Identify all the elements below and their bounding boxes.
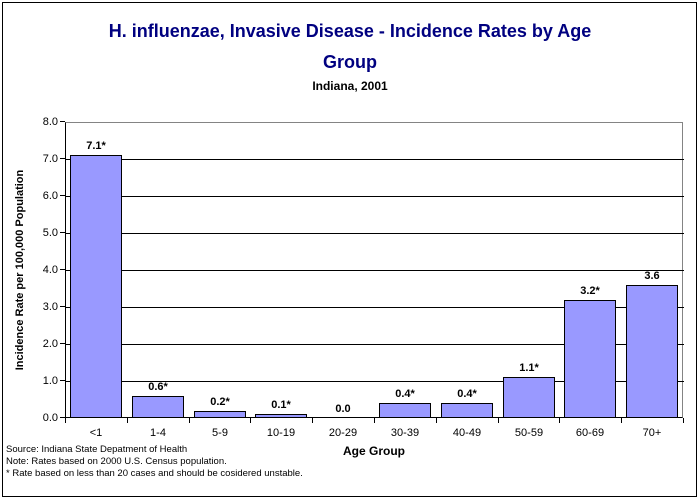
- bar-<1: [70, 155, 122, 418]
- y-tick-label: 3.0: [42, 301, 58, 313]
- y-tick-label: 1.0: [42, 375, 58, 387]
- bar-60-69: [564, 300, 616, 418]
- bar-value-label: 0.0: [335, 403, 351, 415]
- bar-value-label: 3.6: [644, 270, 660, 282]
- chart-title-block: H. influenzae, Invasive Disease - Incide…: [0, 16, 700, 94]
- bar-10-19: [255, 414, 307, 418]
- x-tick-label: 50-59: [514, 427, 544, 439]
- x-tick-mark: [559, 418, 560, 423]
- bar-50-59: [503, 377, 555, 418]
- bar-value-label: 0.1*: [271, 399, 291, 411]
- x-tick-label: 60-69: [575, 427, 605, 439]
- census-note: Note: Rates based on 2000 U.S. Census po…: [6, 456, 227, 467]
- chart-title-line1: H. influenzae, Invasive Disease - Incide…: [108, 21, 592, 41]
- y-tick-label: 0.0: [42, 412, 58, 424]
- x-tick-label: 5-9: [212, 427, 228, 439]
- x-tick-label: 1-4: [150, 427, 166, 439]
- x-tick-mark: [498, 418, 499, 423]
- bar-30-39: [379, 403, 431, 418]
- y-tick-mark: [60, 269, 65, 270]
- y-tick-mark: [60, 232, 65, 233]
- x-tick-mark: [621, 418, 622, 423]
- bar-value-label: 0.4*: [457, 388, 477, 400]
- gridline: [66, 270, 684, 271]
- bar-value-label: 3.2*: [580, 285, 600, 297]
- gridline: [66, 381, 684, 382]
- x-tick-mark: [312, 418, 313, 423]
- x-tick-label: 30-39: [390, 427, 420, 439]
- y-tick-mark: [60, 343, 65, 344]
- gridline: [66, 233, 684, 234]
- bar-value-label: 7.1*: [86, 140, 106, 152]
- x-tick-label: 40-49: [452, 427, 482, 439]
- y-tick-mark: [60, 121, 65, 122]
- y-tick-label: 5.0: [42, 227, 58, 239]
- y-tick-label: 4.0: [42, 264, 58, 276]
- bar-1-4: [132, 396, 184, 418]
- gridline: [66, 159, 684, 160]
- y-axis-title: Incidence Rate per 100,000 Population: [14, 169, 26, 371]
- y-tick-mark: [60, 380, 65, 381]
- x-tick-label: <1: [89, 427, 103, 439]
- bar-70+: [626, 285, 678, 418]
- x-tick-mark: [65, 418, 66, 423]
- unstable-rate-note: * Rate based on less than 20 cases and s…: [6, 468, 303, 479]
- x-tick-label: 10-19: [266, 427, 296, 439]
- x-axis-title: Age Group: [343, 444, 405, 458]
- x-tick-mark: [127, 418, 128, 423]
- bar-5-9: [194, 411, 246, 418]
- x-tick-mark: [250, 418, 251, 423]
- gridline: [66, 196, 684, 197]
- y-tick-mark: [60, 195, 65, 196]
- bar-value-label: 0.6*: [148, 381, 168, 393]
- bar-value-label: 0.4*: [395, 388, 415, 400]
- x-tick-mark: [374, 418, 375, 423]
- x-tick-label: 70+: [642, 427, 662, 439]
- bar-value-label: 0.2*: [210, 396, 230, 408]
- chart-title-line2: Group: [323, 52, 377, 72]
- x-tick-mark: [683, 418, 684, 423]
- source-note: Source: Indiana State Depatment of Healt…: [6, 444, 188, 455]
- y-tick-label: 8.0: [42, 116, 58, 128]
- x-tick-mark: [189, 418, 190, 423]
- chart-subtitle: Indiana, 2001: [312, 79, 388, 93]
- y-tick-label: 6.0: [42, 190, 58, 202]
- y-tick-label: 7.0: [42, 153, 58, 165]
- x-tick-label: 20-29: [328, 427, 358, 439]
- y-tick-mark: [60, 417, 65, 418]
- y-tick-mark: [60, 306, 65, 307]
- bar-40-49: [441, 403, 493, 418]
- y-tick-label: 2.0: [42, 338, 58, 350]
- gridline: [66, 307, 684, 308]
- bar-value-label: 1.1*: [519, 362, 539, 374]
- x-tick-mark: [436, 418, 437, 423]
- footer-notes: Source: Indiana State Depatment of Healt…: [6, 444, 303, 480]
- y-tick-mark: [60, 158, 65, 159]
- gridline: [66, 344, 684, 345]
